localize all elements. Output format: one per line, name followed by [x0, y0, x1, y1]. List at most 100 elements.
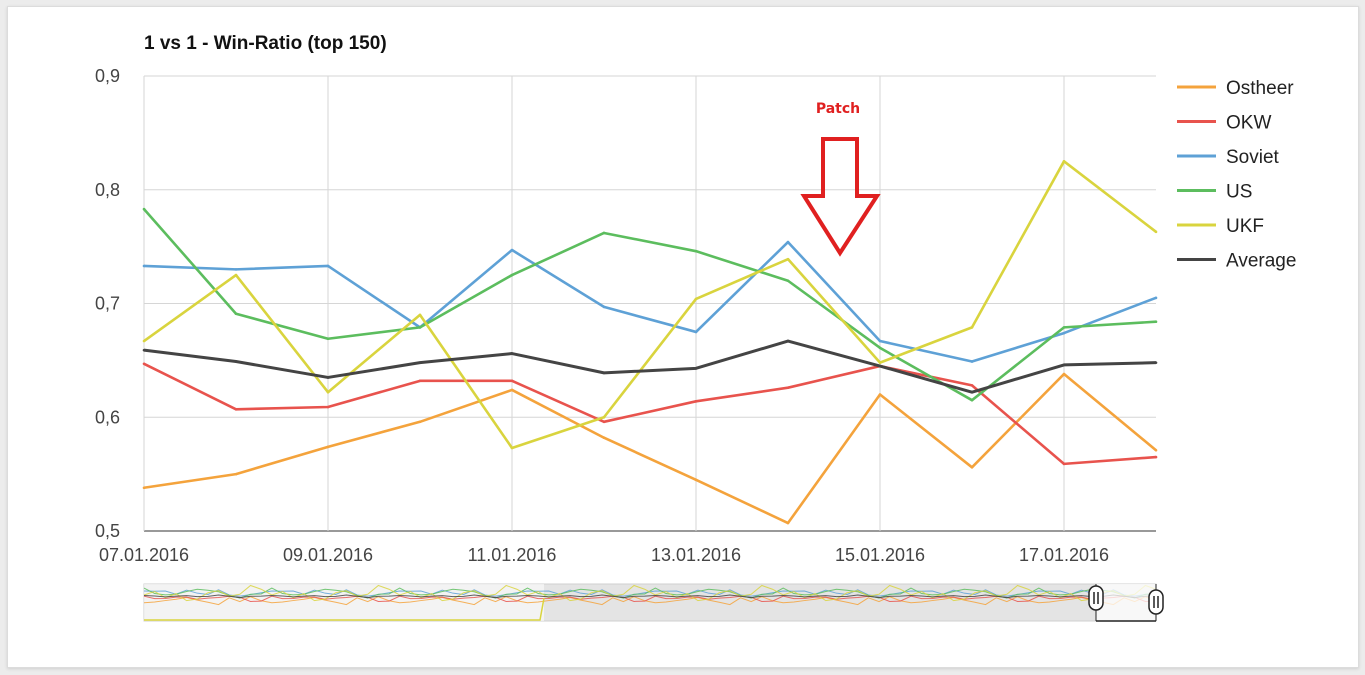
y-tick-label: 0,8 — [95, 180, 120, 200]
navigator-right-handle-icon[interactable] — [1148, 589, 1164, 615]
series-line-soviet — [143, 240, 1157, 363]
data-point-average — [234, 360, 238, 363]
patch-annotation: Patch — [800, 101, 881, 257]
data-point-average — [142, 348, 146, 352]
data-point-average — [878, 364, 882, 368]
legend-label-us: US — [1226, 182, 1252, 203]
legend: Ostheer OKW Soviet US UKF Average — [1177, 78, 1296, 272]
navigator-line-ukf-baseline — [144, 597, 545, 621]
data-point-soviet — [510, 248, 514, 252]
data-point-us — [234, 312, 238, 316]
data-point-okw — [970, 384, 974, 387]
data-point-ostheer — [234, 472, 238, 476]
grid — [143, 75, 1156, 532]
data-point-us — [1062, 326, 1066, 329]
data-point-soviet — [1154, 296, 1158, 300]
data-point-average — [510, 352, 514, 355]
data-point-us — [1154, 320, 1158, 324]
data-point-ostheer — [602, 436, 606, 440]
data-point-okw — [694, 400, 698, 403]
x-axis-ticks: 07.01.2016 09.01.2016 11.01.2016 13.01.2016… — [99, 545, 1109, 565]
data-point-okw — [142, 362, 146, 366]
data-point-ukf — [1154, 230, 1158, 234]
data-point-soviet — [234, 268, 238, 271]
legend-label-okw: OKW — [1226, 113, 1271, 134]
series-line-okw — [143, 362, 1157, 466]
x-tick-label: 07.01.2016 — [99, 545, 189, 565]
navigator-selected-window[interactable] — [1096, 584, 1156, 621]
data-point-ukf — [786, 257, 790, 261]
data-point-ukf — [602, 415, 606, 419]
chart-title: 1 vs 1 - Win-Ratio (top 150) — [144, 33, 387, 54]
chart-card — [7, 6, 1359, 668]
data-point-ostheer — [1154, 448, 1158, 452]
navigator-line-ostheer — [143, 596, 1157, 606]
data-point-okw — [326, 405, 330, 409]
data-point-okw — [1062, 462, 1066, 466]
data-point-us — [970, 398, 974, 402]
data-point-okw — [786, 386, 790, 389]
data-point-ukf — [694, 297, 698, 301]
x-tick-label: 17.01.2016 — [1019, 545, 1109, 565]
data-point-ukf — [418, 313, 422, 317]
y-tick-label: 0,7 — [95, 294, 120, 314]
data-point-ukf — [878, 361, 882, 364]
data-point-ostheer — [970, 466, 974, 469]
data-point-us — [418, 326, 422, 329]
series-lines — [142, 160, 1158, 525]
series-line-ostheer — [143, 372, 1157, 525]
navigator-line-average — [143, 594, 1157, 599]
data-point-okw — [510, 379, 514, 383]
y-tick-label: 0,5 — [95, 521, 120, 541]
data-point-average — [602, 371, 606, 375]
data-point-us — [602, 231, 606, 235]
x-tick-label: 09.01.2016 — [283, 545, 373, 565]
data-point-average — [1154, 361, 1158, 364]
legend-label-soviet: Soviet — [1226, 147, 1280, 168]
data-point-us — [878, 346, 882, 350]
data-point-us — [142, 207, 146, 211]
data-point-soviet — [970, 360, 974, 363]
data-point-ostheer — [418, 420, 422, 424]
y-tick-label: 0,9 — [95, 66, 120, 86]
data-point-ostheer — [142, 486, 146, 490]
data-point-okw — [1154, 455, 1158, 459]
legend-label-ukf: UKF — [1226, 216, 1264, 237]
navigator-mini-lines — [143, 584, 1157, 621]
y-axis-ticks: 0,5 0,6 0,7 0,8 0,9 — [95, 66, 120, 541]
data-point-soviet — [1062, 331, 1066, 335]
data-point-soviet — [142, 264, 146, 268]
data-point-ostheer — [878, 393, 882, 396]
legend-label-ostheer: Ostheer — [1226, 78, 1294, 99]
legend-label-average: Average — [1226, 251, 1296, 272]
data-point-us — [694, 249, 698, 253]
data-point-soviet — [694, 330, 698, 334]
data-point-soviet — [602, 305, 606, 309]
data-point-okw — [234, 407, 238, 411]
patch-arrow-icon — [800, 137, 881, 257]
data-point-ukf — [970, 326, 974, 329]
data-point-okw — [602, 420, 606, 424]
patch-label: Patch — [816, 101, 860, 117]
navigator-line-us — [143, 587, 1157, 599]
data-point-average — [326, 376, 330, 379]
data-point-soviet — [786, 240, 790, 244]
data-point-ukf — [1062, 160, 1066, 163]
data-point-ukf — [510, 446, 514, 450]
y-tick-label: 0,6 — [95, 407, 120, 427]
data-point-average — [786, 339, 790, 343]
x-tick-label: 11.01.2016 — [468, 545, 557, 565]
data-point-average — [418, 361, 422, 364]
x-tick-label: 15.01.2016 — [835, 545, 925, 565]
series-line-average — [143, 339, 1157, 394]
data-point-us — [786, 279, 790, 283]
data-point-average — [970, 390, 974, 394]
range-navigator[interactable] — [143, 583, 1164, 622]
data-point-ukf — [142, 339, 146, 343]
data-point-ostheer — [694, 478, 698, 482]
navigator-left-handle-icon[interactable] — [1088, 585, 1104, 611]
navigator-line-okw — [143, 595, 1157, 602]
data-point-soviet — [878, 339, 882, 343]
navigator-line-ukf — [143, 584, 1157, 602]
